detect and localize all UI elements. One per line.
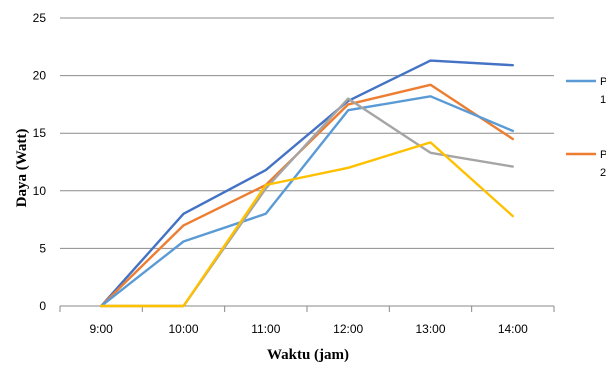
x-axis-ticks [59, 306, 555, 312]
y-tick-label: 20 [33, 69, 47, 83]
x-axis-tick-labels: 9:00 10:00 11:00 12:00 13:00 14:00 [89, 322, 528, 336]
y-tick-label: 5 [39, 241, 46, 255]
y-axis-tick-labels: 0 5 10 15 20 25 [33, 11, 47, 313]
x-tick-label: 11:00 [251, 322, 280, 336]
y-tick-label: 10 [33, 184, 47, 198]
y-tick-label: 15 [33, 126, 47, 140]
x-tick-label: 14:00 [498, 322, 528, 336]
series-line-2 [99, 83, 514, 308]
x-tick-label: 9:00 [89, 322, 113, 336]
legend-label: P [600, 76, 606, 88]
x-tick-label: 10:00 [168, 322, 198, 336]
series-line-5 [99, 141, 514, 308]
y-tick-label: 0 [39, 299, 46, 313]
x-axis-title: Waktu (jam) [267, 347, 349, 363]
legend-label-line2: 1 [600, 94, 606, 106]
x-tick-label: 13:00 [415, 322, 445, 336]
x-tick-label: 12:00 [333, 322, 363, 336]
legend-label-line2: 2 [600, 167, 606, 179]
y-axis-title: Daya (Watt) [14, 129, 30, 208]
legend: P 1 P 2 [566, 76, 606, 179]
y-tick-label: 25 [33, 11, 47, 25]
legend-label: P [600, 149, 606, 161]
series-line-4 [99, 97, 514, 308]
series-line-1 [99, 59, 514, 308]
series-lines [99, 59, 514, 308]
series-line-3 [99, 95, 514, 308]
